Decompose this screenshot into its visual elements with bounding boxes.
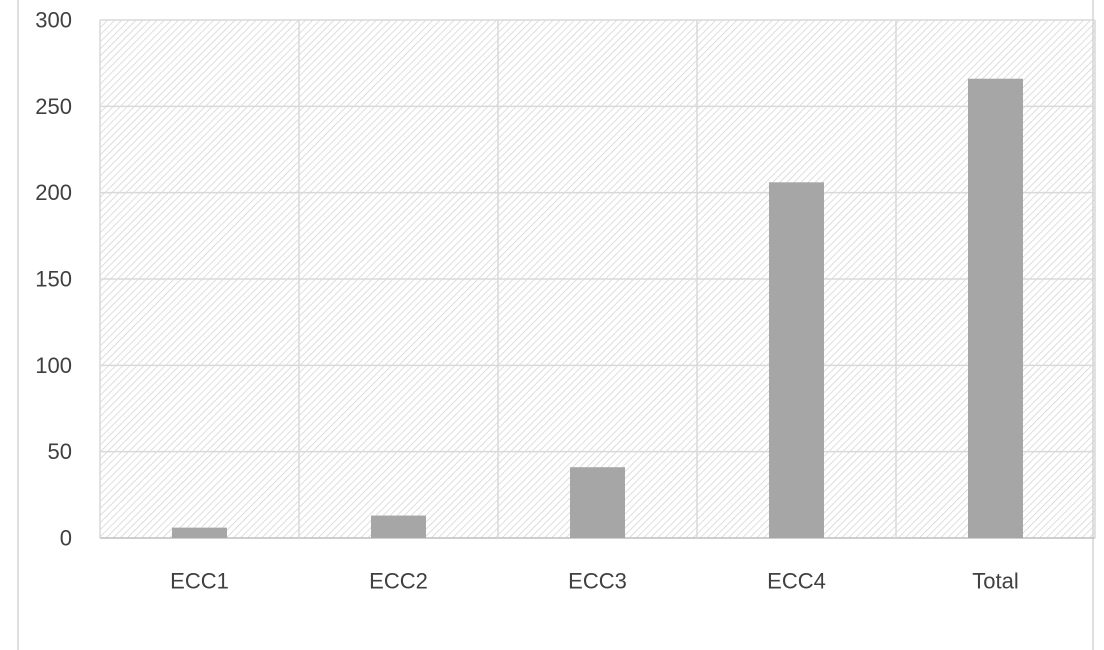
y-tick-label: 300 (35, 8, 72, 33)
x-tick-label: ECC2 (369, 569, 428, 594)
y-tick-label: 50 (48, 439, 72, 464)
y-tick-label: 0 (60, 526, 72, 551)
x-tick-label: ECC3 (568, 569, 627, 594)
bar-ecc3 (570, 467, 625, 538)
y-tick-label: 100 (35, 353, 72, 378)
bar-total (968, 78, 1023, 538)
y-tick-label: 150 (35, 267, 72, 292)
y-tick-label: 200 (35, 180, 72, 205)
y-axis-ticks: 0 50 100 150 200 250 300 (35, 8, 72, 551)
x-tick-label: ECC4 (767, 569, 826, 594)
x-axis-labels: ECC1 ECC2 ECC3 ECC4 Total (170, 569, 1019, 594)
x-tick-label: Total (972, 569, 1018, 594)
y-tick-label: 250 (35, 94, 72, 119)
x-tick-label: ECC1 (170, 569, 229, 594)
bar-ecc2 (371, 515, 426, 538)
bars (172, 78, 1023, 538)
bar-ecc4 (769, 182, 824, 538)
bar-ecc1 (172, 527, 227, 538)
